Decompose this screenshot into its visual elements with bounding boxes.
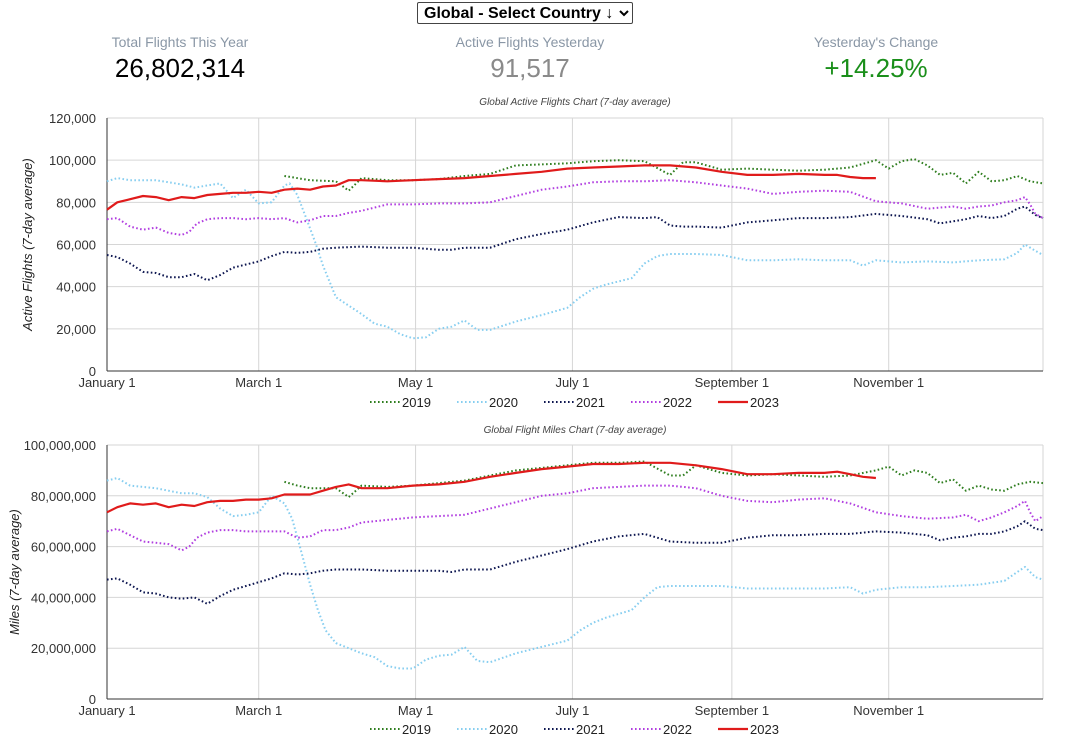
- flight-miles-chart-y-axis-label: Miles (7-day average): [7, 509, 22, 635]
- active-flights-chart-ytick-label: 20,000: [56, 322, 96, 337]
- active-flights-chart-legend-label-2022: 2022: [663, 395, 692, 410]
- active-flights-chart-legend-label-2020: 2020: [489, 395, 518, 410]
- stat-active-flights-label: Active Flights Yesterday: [455, 34, 605, 50]
- flight-miles-chart-legend-label-2022: 2022: [663, 722, 692, 737]
- flight-miles-chart-legend-label-2021: 2021: [576, 722, 605, 737]
- flight-miles-chart-legend-label-2020: 2020: [489, 722, 518, 737]
- country-select[interactable]: Global - Select Country ↓: [417, 2, 633, 24]
- active-flights-chart-ytick-label: 120,000: [49, 111, 96, 126]
- flight-miles-chart-ytick-label: 0: [89, 692, 96, 707]
- flight-miles-chart-series-2019-line: [284, 460, 1044, 499]
- flight-miles-chart-ytick-label: 20,000,000: [31, 641, 96, 656]
- flight-miles-chart-xtick-label: July 1: [555, 703, 589, 718]
- flight-miles-chart-xtick-label: May 1: [398, 703, 433, 718]
- active-flights-chart-ytick-label: 40,000: [56, 280, 96, 295]
- flight-miles-chart-xtick-label: November 1: [853, 703, 924, 718]
- flight-miles-chart-xtick-label: January 1: [78, 703, 135, 718]
- flight-miles-chart-xtick-label: March 1: [235, 703, 282, 718]
- flight-miles-chart-series-2021-line: [106, 520, 1044, 605]
- active-flights-chart-ytick-label: 0: [89, 364, 96, 379]
- flight-miles-chart-ytick-label: 100,000,000: [24, 438, 96, 453]
- active-flights-chart-y-axis-label: Active Flights (7-day average): [20, 158, 35, 332]
- stat-active-flights-value: 91,517: [490, 53, 570, 83]
- flight-miles-chart-title: Global Flight Miles Chart (7-day average…: [484, 425, 667, 436]
- stat-total-flights-value: 26,802,314: [114, 53, 246, 83]
- active-flights-chart-title: Global Active Flights Chart (7-day avera…: [479, 97, 670, 108]
- active-flights-chart: Global Active Flights Chart (7-day avera…: [20, 97, 1044, 410]
- active-flights-chart-xtick-label: May 1: [398, 375, 433, 390]
- stat-total-flights: Total Flights This Year 26,802,314: [60, 34, 300, 84]
- active-flights-chart-ytick-label: 100,000: [49, 153, 96, 168]
- flight-miles-chart: Global Flight Miles Chart (7-day average…: [7, 425, 1044, 737]
- flight-miles-chart-series-2022-line: [106, 484, 1044, 552]
- flight-miles-chart-ytick-label: 60,000,000: [31, 540, 96, 555]
- active-flights-chart-series-2019-line: [284, 158, 1044, 192]
- active-flights-chart-series-2021-line: [106, 205, 1044, 282]
- active-flights-chart-xtick-label: November 1: [853, 375, 924, 390]
- stat-yesterday-change: Yesterday's Change +14.25%: [756, 34, 996, 84]
- stat-active-flights: Active Flights Yesterday 91,517: [410, 34, 650, 84]
- active-flights-chart-series-2023-line: [106, 164, 876, 211]
- active-flights-chart-xtick-label: September 1: [695, 375, 769, 390]
- flight-miles-chart-xtick-label: September 1: [695, 703, 769, 718]
- stat-total-flights-label: Total Flights This Year: [111, 34, 249, 50]
- flight-miles-chart-ytick-label: 40,000,000: [31, 590, 96, 605]
- flight-miles-chart-ytick-label: 80,000,000: [31, 489, 96, 504]
- flight-miles-chart-legend-label-2019: 2019: [402, 722, 431, 737]
- active-flights-chart-legend-label-2023: 2023: [750, 395, 779, 410]
- flight-miles-chart-series-2023-line: [106, 461, 877, 514]
- active-flights-chart-legend-label-2021: 2021: [576, 395, 605, 410]
- flight-miles-chart-series-2020-line: [106, 477, 1044, 670]
- stat-yesterday-change-value: +14.25%: [824, 53, 928, 83]
- stat-yesterday-change-label: Yesterday's Change: [813, 34, 939, 50]
- active-flights-chart-series-2022-line: [106, 179, 1044, 236]
- active-flights-chart-series-2020-line: [106, 177, 1044, 340]
- active-flights-chart-legend-label-2019: 2019: [402, 395, 431, 410]
- active-flights-chart-xtick-label: July 1: [555, 375, 589, 390]
- active-flights-chart-xtick-label: January 1: [78, 375, 135, 390]
- active-flights-chart-ytick-label: 60,000: [56, 238, 96, 253]
- active-flights-chart-xtick-label: March 1: [235, 375, 282, 390]
- active-flights-chart-ytick-label: 80,000: [56, 195, 96, 210]
- flight-miles-chart-legend-label-2023: 2023: [750, 722, 779, 737]
